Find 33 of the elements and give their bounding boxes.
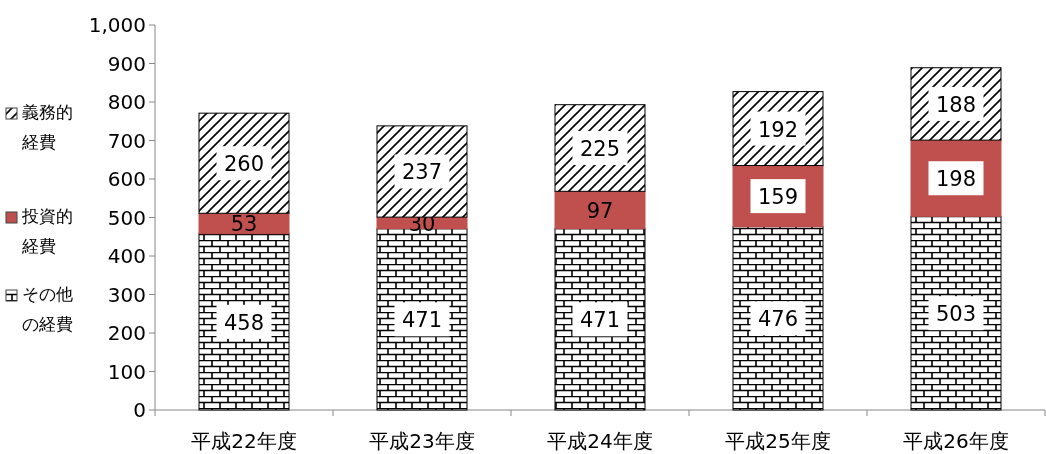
x-tick-label: 平成25年度 <box>725 429 831 453</box>
data-label: 198 <box>935 167 977 192</box>
data-label: 53 <box>230 212 258 237</box>
y-tick-label: 0 <box>133 398 146 422</box>
data-label: 188 <box>935 92 977 117</box>
data-label: 237 <box>401 160 443 185</box>
data-label: 260 <box>223 152 265 177</box>
legend-label: その他の経費 <box>22 284 73 334</box>
x-tick-label: 平成24年度 <box>547 429 653 453</box>
data-label: 225 <box>579 137 621 162</box>
y-tick-label: 1,000 <box>88 13 146 37</box>
y-tick-label: 400 <box>107 244 146 268</box>
data-label: 192 <box>757 117 799 142</box>
legend-label: 投資的経費 <box>21 206 73 256</box>
data-label: 159 <box>757 185 799 210</box>
legend-label: 義務的経費 <box>21 102 73 152</box>
data-label: 458 <box>223 310 265 335</box>
x-tick-label: 平成26年度 <box>903 429 1009 453</box>
data-label: 476 <box>757 307 799 332</box>
y-tick-label: 500 <box>107 205 146 230</box>
data-label: 503 <box>935 302 977 327</box>
y-tick-label: 700 <box>107 128 146 153</box>
y-tick-label: 900 <box>107 51 146 76</box>
data-label: 97 <box>586 198 614 223</box>
data-label: 471 <box>401 308 443 333</box>
y-tick-label: 300 <box>107 282 146 307</box>
x-tick-label: 平成22年度 <box>191 429 297 453</box>
data-label: 471 <box>579 308 621 333</box>
y-tick-label: 100 <box>107 359 146 384</box>
y-tick-label: 800 <box>107 90 146 114</box>
y-tick-label: 600 <box>107 167 146 191</box>
y-tick-label: 200 <box>107 321 146 345</box>
x-tick-label: 平成23年度 <box>369 429 475 453</box>
